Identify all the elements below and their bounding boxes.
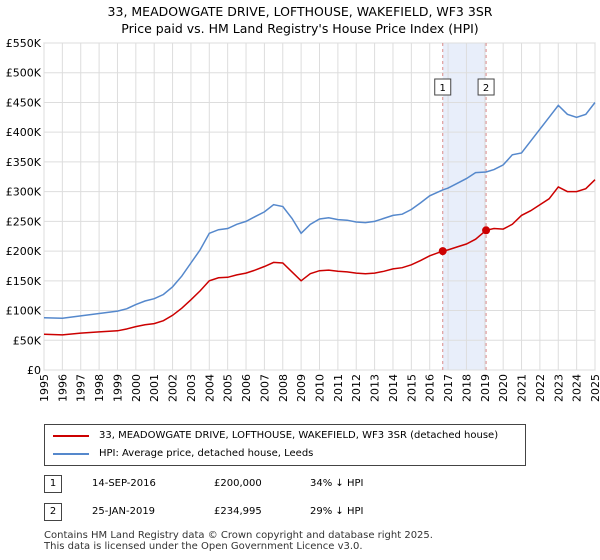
y-tick-label: £350K — [6, 156, 42, 169]
footer-line-2: This data is licensed under the Open Gov… — [44, 541, 363, 552]
x-tick-label: 1996 — [56, 374, 69, 402]
transaction-number-badge: 1 — [44, 475, 62, 493]
y-tick-label: £300K — [6, 186, 42, 199]
y-tick-label: £400K — [6, 126, 42, 139]
x-tick-label: 2009 — [295, 374, 308, 402]
x-tick-label: 2007 — [258, 374, 271, 402]
x-tick-label: 2000 — [130, 374, 143, 402]
y-tick-label: £450K — [6, 96, 42, 109]
x-tick-label: 2022 — [534, 374, 547, 402]
x-tick-label: 2023 — [552, 374, 565, 402]
x-tick-label: 2015 — [405, 374, 418, 402]
y-tick-label: £50K — [13, 334, 42, 347]
legend-swatch-hpi — [53, 453, 89, 455]
series-line-property — [43, 179, 596, 336]
sale-point — [482, 226, 491, 235]
x-tick-label: 2012 — [350, 374, 363, 402]
x-tick-label: 1995 — [38, 374, 51, 402]
y-tick-label: £150K — [6, 275, 42, 288]
chart-title-line1: 33, MEADOWGATE DRIVE, LOFTHOUSE, WAKEFIE… — [107, 4, 493, 19]
x-tick-label: 2011 — [332, 374, 345, 402]
x-tick-label: 2021 — [516, 374, 529, 402]
transaction-date: 25-JAN-2019 — [92, 506, 156, 517]
transaction-date: 14-SEP-2016 — [92, 478, 156, 489]
marker-label: 2 — [483, 83, 489, 94]
legend-label-hpi: HPI: Average price, detached house, Leed… — [99, 448, 314, 459]
series-line-hpi — [43, 102, 596, 320]
x-tick-label: 2005 — [222, 374, 235, 402]
price-chart: £0 £50K £100K £150K £200K £250K £300K £350K £400… — [6, 37, 600, 402]
marker-badge — [477, 78, 495, 96]
x-tick-label: 2020 — [497, 374, 510, 402]
x-tick-label: 1997 — [75, 374, 88, 402]
sale-point — [438, 247, 447, 256]
y-tick-label: £0 — [27, 364, 41, 377]
x-tick-label: 2008 — [277, 374, 290, 402]
transaction-number-badge: 2 — [44, 503, 62, 521]
x-tick-label: 2001 — [148, 374, 161, 402]
x-tick-label: 2010 — [314, 374, 327, 402]
y-tick-label: £200K — [6, 245, 42, 258]
transaction-price: £234,995 — [214, 506, 262, 517]
x-tick-label: 1998 — [93, 374, 106, 402]
transaction-price: £200,000 — [214, 478, 262, 489]
footer-attribution: Contains HM Land Registry data © Crown c… — [44, 530, 433, 552]
x-tick-label: 2014 — [387, 374, 400, 402]
highlight-period — [442, 43, 487, 370]
y-tick-label: £550K — [6, 37, 42, 50]
x-tick-label: 1999 — [111, 374, 124, 402]
chart-title-line2: Price paid vs. HM Land Registry's House … — [121, 21, 479, 36]
x-tick-label: 2024 — [571, 374, 584, 402]
x-tick-label: 2017 — [442, 374, 455, 402]
footer-line-1: Contains HM Land Registry data © Crown c… — [44, 530, 433, 541]
x-tick-label: 2016 — [424, 374, 437, 402]
x-tick-label: 2019 — [479, 374, 492, 402]
y-tick-label: £100K — [6, 305, 42, 318]
legend-label-property: 33, MEADOWGATE DRIVE, LOFTHOUSE, WAKEFIE… — [99, 430, 499, 441]
marker-badge — [434, 78, 452, 96]
x-tick-label: 2013 — [369, 374, 382, 402]
y-tick-label: £500K — [6, 67, 42, 80]
legend-swatch-property — [53, 435, 89, 437]
transaction-hpi-diff: 29% ↓ HPI — [310, 506, 364, 517]
legend: 33, MEADOWGATE DRIVE, LOFTHOUSE, WAKEFIE… — [44, 424, 526, 466]
x-tick-label: 2006 — [240, 374, 253, 402]
y-tick-label: £250K — [6, 215, 42, 228]
x-tick-label: 2018 — [460, 374, 473, 402]
x-tick-label: 2002 — [167, 374, 180, 402]
x-tick-label: 2025 — [589, 374, 600, 402]
transaction-hpi-diff: 34% ↓ HPI — [310, 478, 364, 489]
marker-label: 1 — [440, 83, 446, 94]
x-tick-label: 2004 — [203, 374, 216, 402]
x-tick-label: 2003 — [185, 374, 198, 402]
